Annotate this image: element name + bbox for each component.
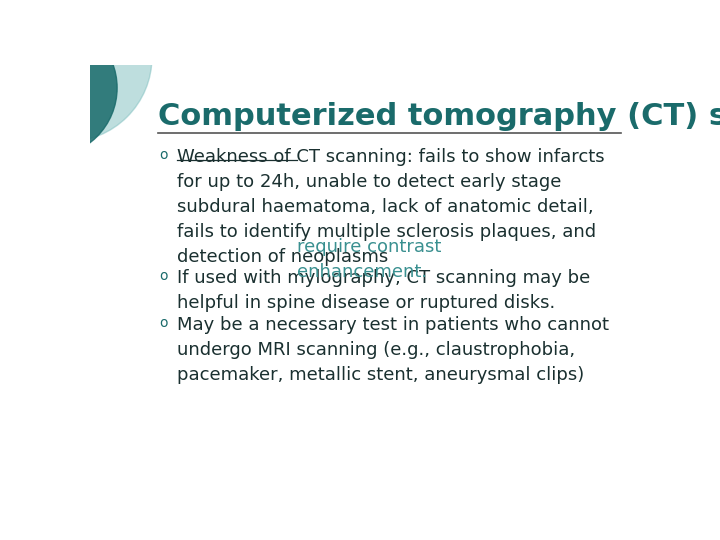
Text: May be a necessary test in patients who cannot
undergo MRI scanning (e.g., claus: May be a necessary test in patients who … [177, 316, 609, 384]
Text: require contrast
enhancement.: require contrast enhancement. [297, 238, 441, 281]
Circle shape [0, 0, 152, 142]
Text: o: o [160, 269, 168, 284]
Text: Weakness of CT scanning: fails to show infarcts
for up to 24h, unable to detect : Weakness of CT scanning: fails to show i… [177, 148, 604, 266]
Text: If used with mylography, CT scanning may be
helpful in spine disease or ruptured: If used with mylography, CT scanning may… [177, 269, 590, 312]
Circle shape [0, 18, 117, 157]
Text: Computerized tomography (CT) scans: Computerized tomography (CT) scans [158, 102, 720, 131]
Text: o: o [160, 148, 168, 162]
Text: o: o [160, 316, 168, 330]
